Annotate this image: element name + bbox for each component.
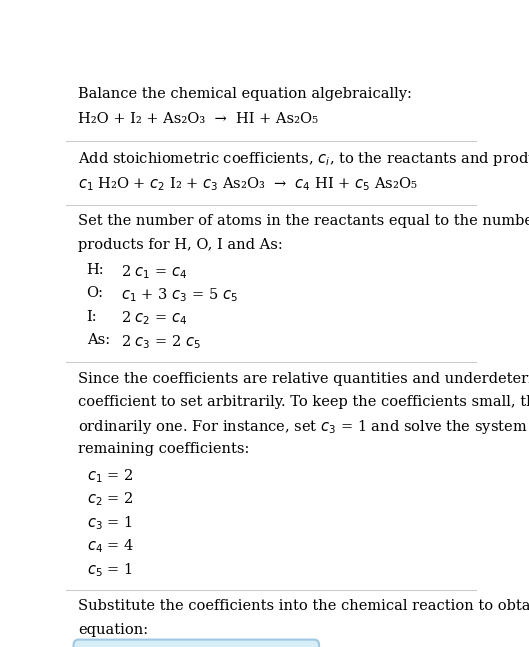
Text: products for H, O, I and As:: products for H, O, I and As: [78, 237, 283, 252]
Text: 2 $c_1$ = $c_4$: 2 $c_1$ = $c_4$ [122, 263, 188, 281]
Text: I:: I: [87, 310, 97, 324]
Text: $c_1$ + 3 $c_3$ = 5 $c_5$: $c_1$ + 3 $c_3$ = 5 $c_5$ [122, 287, 238, 304]
Text: 2 $c_3$ = 2 $c_5$: 2 $c_3$ = 2 $c_5$ [122, 333, 202, 351]
Text: Since the coefficients are relative quantities and underdetermined, choose a: Since the coefficients are relative quan… [78, 371, 529, 386]
FancyBboxPatch shape [74, 640, 319, 647]
Text: H₂O + I₂ + As₂O₃  →  HI + As₂O₅: H₂O + I₂ + As₂O₃ → HI + As₂O₅ [78, 112, 318, 126]
Text: Set the number of atoms in the reactants equal to the number of atoms in the: Set the number of atoms in the reactants… [78, 214, 529, 228]
Text: equation:: equation: [78, 622, 149, 637]
Text: $c_1$ = 2: $c_1$ = 2 [87, 467, 133, 485]
Text: Balance the chemical equation algebraically:: Balance the chemical equation algebraica… [78, 87, 412, 100]
Text: $c_4$ = 4: $c_4$ = 4 [87, 538, 134, 555]
Text: As:: As: [87, 333, 110, 347]
Text: $c_3$ = 1: $c_3$ = 1 [87, 514, 132, 532]
Text: O:: O: [87, 287, 104, 300]
Text: Substitute the coefficients into the chemical reaction to obtain the balanced: Substitute the coefficients into the che… [78, 599, 529, 613]
Text: $c_5$ = 1: $c_5$ = 1 [87, 561, 132, 578]
Text: coefficient to set arbitrarily. To keep the coefficients small, the arbitrary va: coefficient to set arbitrarily. To keep … [78, 395, 529, 409]
Text: ordinarily one. For instance, set $c_3$ = 1 and solve the system of equations fo: ordinarily one. For instance, set $c_3$ … [78, 419, 529, 437]
Text: $c_2$ = 2: $c_2$ = 2 [87, 490, 133, 509]
Text: remaining coefficients:: remaining coefficients: [78, 442, 250, 456]
Text: Add stoichiometric coefficients, $c_i$, to the reactants and products:: Add stoichiometric coefficients, $c_i$, … [78, 150, 529, 168]
Text: H:: H: [87, 263, 104, 277]
Text: 2 $c_2$ = $c_4$: 2 $c_2$ = $c_4$ [122, 310, 188, 327]
Text: $c_1$ H₂O + $c_2$ I₂ + $c_3$ As₂O₃  →  $c_4$ HI + $c_5$ As₂O₅: $c_1$ H₂O + $c_2$ I₂ + $c_3$ As₂O₃ → $c_… [78, 176, 418, 193]
